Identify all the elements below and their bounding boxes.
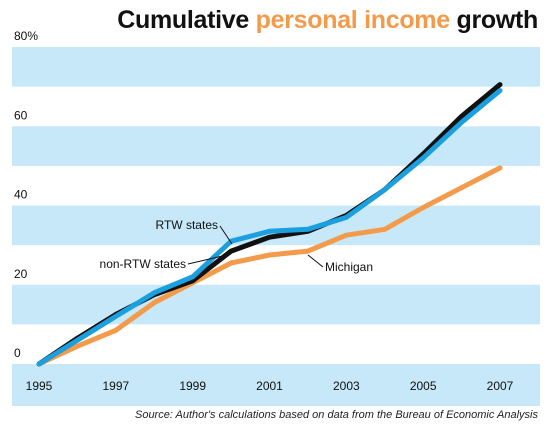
grid-band <box>12 47 540 87</box>
y-tick-label: 20 <box>14 267 28 281</box>
series-line <box>36 165 503 367</box>
x-axis: 1995 1997 1999 2001 2003 2005 2007 <box>26 379 514 393</box>
y-tick-label: 40 <box>14 188 28 202</box>
title-accent: personal income <box>255 6 450 34</box>
title-part-2: growth <box>449 6 538 34</box>
y-tick-label: 80% <box>14 29 38 43</box>
x-tick-label: 2001 <box>256 379 283 393</box>
label-leader-line <box>219 225 233 245</box>
series-lines <box>36 82 503 367</box>
grid-band <box>12 126 540 166</box>
grid-band <box>12 205 540 246</box>
x-tick-label: 1999 <box>179 379 206 393</box>
x-tick-label: 2005 <box>410 379 437 393</box>
grid-bands <box>12 47 540 406</box>
title-part-1: Cumulative <box>117 6 256 34</box>
label-leader-line <box>187 253 232 265</box>
series-label: non-RTW states <box>100 257 186 271</box>
source-note: Source: Author's calculations based on d… <box>134 409 538 421</box>
x-tick-label: 1997 <box>102 379 129 393</box>
series-label: RTW states <box>156 218 218 232</box>
x-tick-label: 1995 <box>26 379 53 393</box>
x-axis-band <box>12 364 540 406</box>
y-tick-label: 60 <box>14 108 28 122</box>
label-leader-line <box>307 254 324 268</box>
y-axis: 0 20 40 60 80% <box>14 29 38 360</box>
x-tick-label: 2007 <box>487 379 514 393</box>
series-line <box>36 88 503 367</box>
x-tick-label: 2003 <box>333 379 360 393</box>
chart-title: Cumulative personal income growth <box>117 6 538 35</box>
grid-band <box>12 284 540 325</box>
series-label: Michigan <box>325 260 373 274</box>
y-tick-label: 0 <box>14 346 21 360</box>
series-labels: RTW states non-RTW states Michigan <box>100 218 374 274</box>
